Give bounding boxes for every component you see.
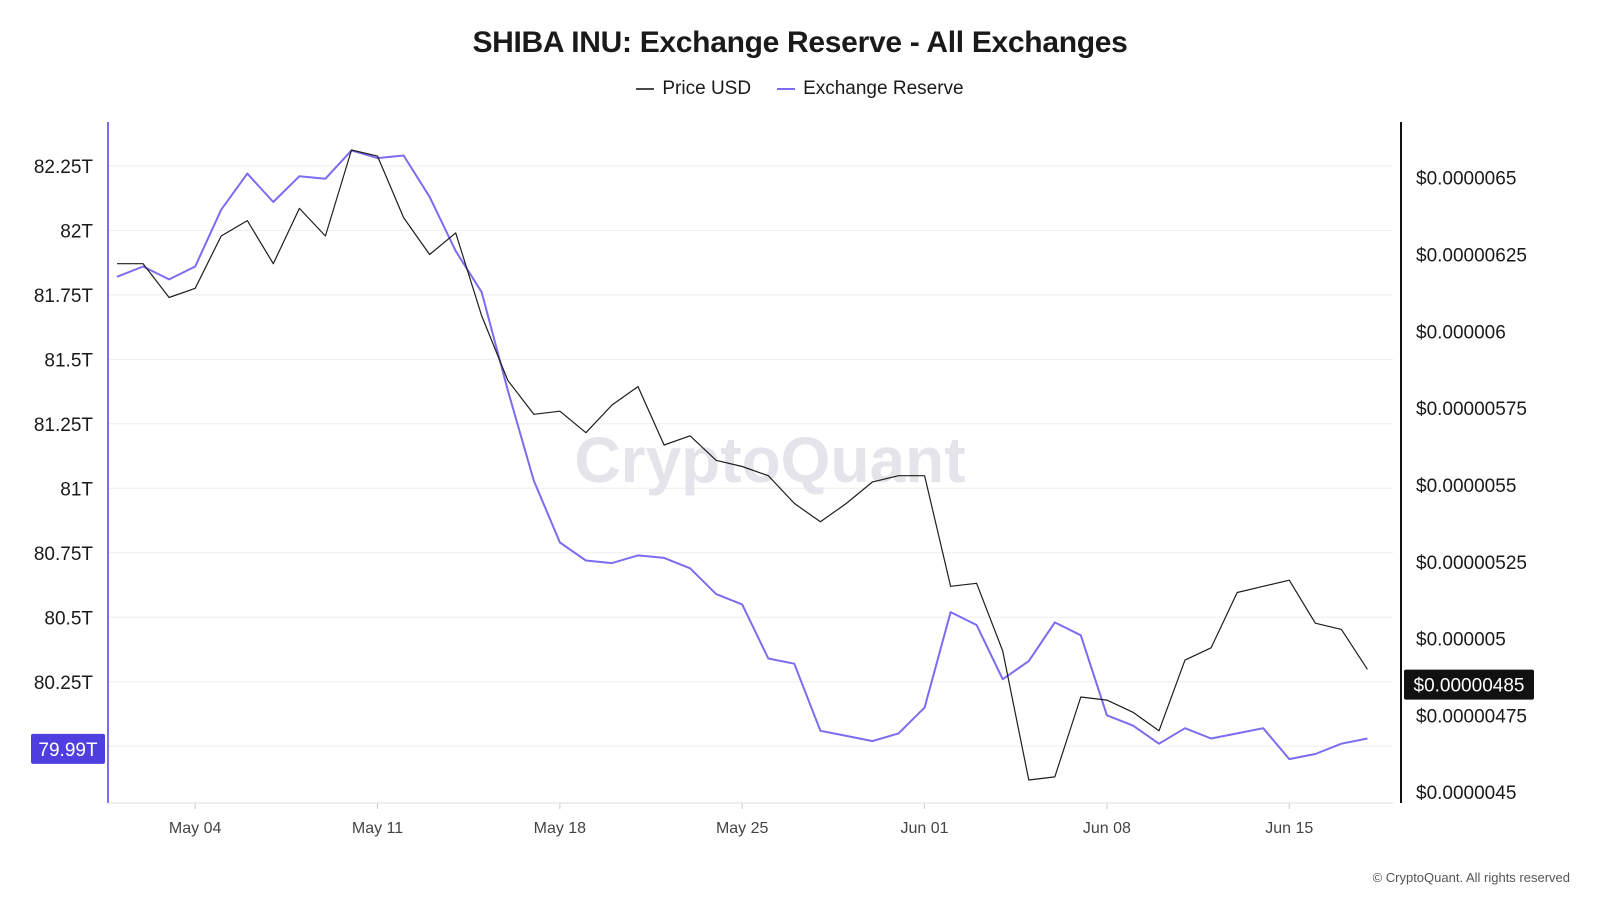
legend-label-reserve: Exchange Reserve xyxy=(803,78,964,99)
y-right-tick-label: $0.00000625 xyxy=(1416,245,1527,266)
current-price-label: $0.00000485 xyxy=(1414,676,1525,697)
current-reserve-label: 79.99T xyxy=(38,740,98,761)
y-left-tick-label: 81.25T xyxy=(34,415,94,436)
y-left-tick-label: 80.5T xyxy=(44,608,93,629)
current-value-badges: 79.99T $0.00000485 xyxy=(31,669,1534,764)
y-right-tick-label: $0.0000055 xyxy=(1416,476,1516,497)
y-right-tick-label: $0.00000575 xyxy=(1416,399,1527,420)
y-right-tick-label: $0.00000525 xyxy=(1416,553,1527,574)
legend-label-price: Price USD xyxy=(662,78,752,99)
grid-lines xyxy=(108,165,1393,747)
y-left-tick-label: 82T xyxy=(60,221,93,242)
chart-title: SHIBA INU: Exchange Reserve - All Exchan… xyxy=(472,26,1128,59)
y-left-tick-label: 81T xyxy=(60,479,93,500)
y-right-tick-label: $0.000005 xyxy=(1416,630,1506,651)
x-tick-label: Jun 15 xyxy=(1265,820,1313,837)
legend-item-reserve[interactable]: Exchange Reserve xyxy=(777,78,964,100)
y-left-tick-label: 82.25T xyxy=(34,157,94,178)
current-reserve-badge xyxy=(31,733,105,764)
y-right-tick-label: $0.0000045 xyxy=(1416,783,1516,804)
current-price-badge xyxy=(1404,669,1534,700)
axes xyxy=(107,122,1402,809)
y-left-tick-label: 81.75T xyxy=(34,286,94,307)
x-tick-label: May 25 xyxy=(716,820,769,837)
x-tick-label: Jun 08 xyxy=(1083,820,1131,837)
axis-labels: 82.25T 82T 81.75T 81.5T 81.25T 81T 80.75T 80.5T… xyxy=(34,157,1527,837)
y-right-tick-label: $0.00000475 xyxy=(1416,706,1527,727)
y-left-tick-label: 80.25T xyxy=(34,673,94,694)
series-layer xyxy=(116,149,1368,781)
watermark: CryptoQuant xyxy=(574,424,965,496)
legend-item-price[interactable]: Price USD xyxy=(636,78,751,100)
copyright-text: © CryptoQuant. All rights reserved xyxy=(1372,870,1570,885)
y-left-tick-label: 80.75T xyxy=(34,544,94,565)
legend-swatch-reserve xyxy=(777,88,796,90)
y-left-tick-label: 81.5T xyxy=(44,350,93,371)
x-tick-label: May 04 xyxy=(169,820,222,837)
series-line-price-usd xyxy=(117,149,1368,781)
x-tick-label: May 11 xyxy=(352,820,403,837)
legend: Price USD Exchange Reserve xyxy=(0,78,1600,100)
legend-swatch-price xyxy=(636,88,655,90)
x-tick-label: Jun 01 xyxy=(901,820,949,837)
y-right-tick-label: $0.000006 xyxy=(1416,322,1506,343)
x-tick-label: May 18 xyxy=(534,820,587,837)
y-right-tick-label: $0.0000065 xyxy=(1416,169,1516,190)
series-line-exchange-reserve xyxy=(116,149,1368,761)
